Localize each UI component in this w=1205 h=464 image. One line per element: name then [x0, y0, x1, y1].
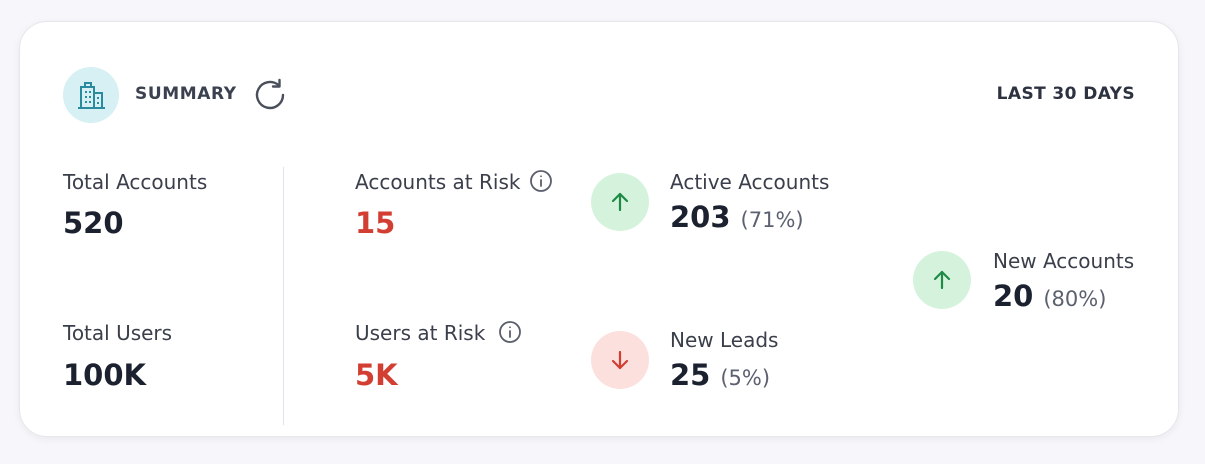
summary-card: SUMMARY LAST 30 DAYS Total Accounts 520 … — [19, 21, 1179, 437]
accounts-at-risk-label: Accounts at Risk — [355, 170, 521, 194]
info-icon[interactable] — [529, 169, 553, 193]
total-accounts-label: Total Accounts — [63, 170, 208, 194]
summary-title: SUMMARY — [135, 84, 237, 104]
active-accounts-label: Active Accounts — [670, 170, 830, 194]
users-at-risk-value: 5K — [355, 358, 398, 392]
new-leads-number: 25 — [670, 358, 711, 392]
building-icon — [63, 67, 119, 123]
new-accounts-number: 20 — [993, 279, 1034, 313]
new-leads-percent: (5%) — [720, 366, 771, 390]
refresh-icon[interactable] — [252, 77, 288, 113]
new-accounts-label: New Accounts — [993, 249, 1135, 273]
new-accounts-percent: (80%) — [1043, 287, 1107, 311]
period-label: LAST 30 DAYS — [996, 84, 1135, 104]
info-icon[interactable] — [498, 320, 522, 344]
arrow-up-icon — [913, 251, 971, 309]
active-accounts-value: 203 (71%) — [670, 200, 804, 234]
users-at-risk-label: Users at Risk — [355, 321, 486, 345]
total-accounts-value: 520 — [63, 206, 124, 240]
total-users-label: Total Users — [63, 321, 173, 345]
total-users-value: 100K — [63, 358, 147, 392]
arrow-up-icon — [591, 173, 649, 231]
active-accounts-percent: (71%) — [740, 208, 804, 232]
arrow-down-icon — [591, 331, 649, 389]
divider — [283, 167, 284, 425]
accounts-at-risk-value: 15 — [355, 206, 396, 240]
new-leads-value: 25 (5%) — [670, 358, 770, 392]
new-accounts-value: 20 (80%) — [993, 279, 1106, 313]
new-leads-label: New Leads — [670, 328, 779, 352]
active-accounts-number: 203 — [670, 200, 731, 234]
